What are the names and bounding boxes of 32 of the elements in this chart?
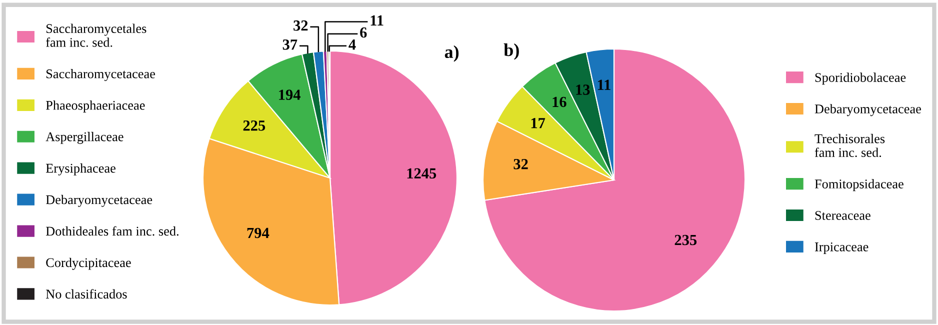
legend-label: Stereaceae [815,211,870,220]
legend-label: Irpicaceae [814,242,868,254]
legend-label: Debaryomycetaceae [814,104,921,116]
data-label: 794 [247,228,270,238]
data-label: 6 [360,27,367,38]
legend-label: Erysiphaceae [46,163,116,176]
legend-label: Dothideales fam inc. sed. [46,226,178,236]
data-label: 1245 [407,168,436,179]
data-label: 4 [348,40,356,50]
legend-label: Fomitopsidaceae [814,179,904,192]
data-label: 32 [514,158,528,170]
data-label: 225 [243,120,266,131]
data-label: 194 [279,90,300,100]
data-label: 32 [294,20,308,31]
text: a) [444,45,459,62]
legend-label: Cordycipitaceae [46,258,131,270]
legend-label: Saccharomycetaceae [46,69,156,82]
data-label: 16 [552,96,566,108]
legend-label: Saccharomycetales fam inc. sed. [46,24,146,47]
legend-label: Sporidiobolaceae [815,72,906,85]
data-label: 13 [576,84,590,95]
legend-label: Trechisorales fam inc. sed. [814,134,885,158]
data-label: 11 [370,15,384,26]
data-label: 17 [531,118,546,128]
legend-label: Aspergillaceae [46,132,124,144]
legend-label: Phaeosphaeriaceae [46,100,145,112]
text: b) [504,43,519,60]
data-label: 37 [282,39,298,50]
legend-label: Debaryomycetaceae [46,194,152,207]
data-label: 11 [598,80,610,90]
data-label: 235 [674,234,697,246]
legend-label: No clasificados [46,289,127,299]
